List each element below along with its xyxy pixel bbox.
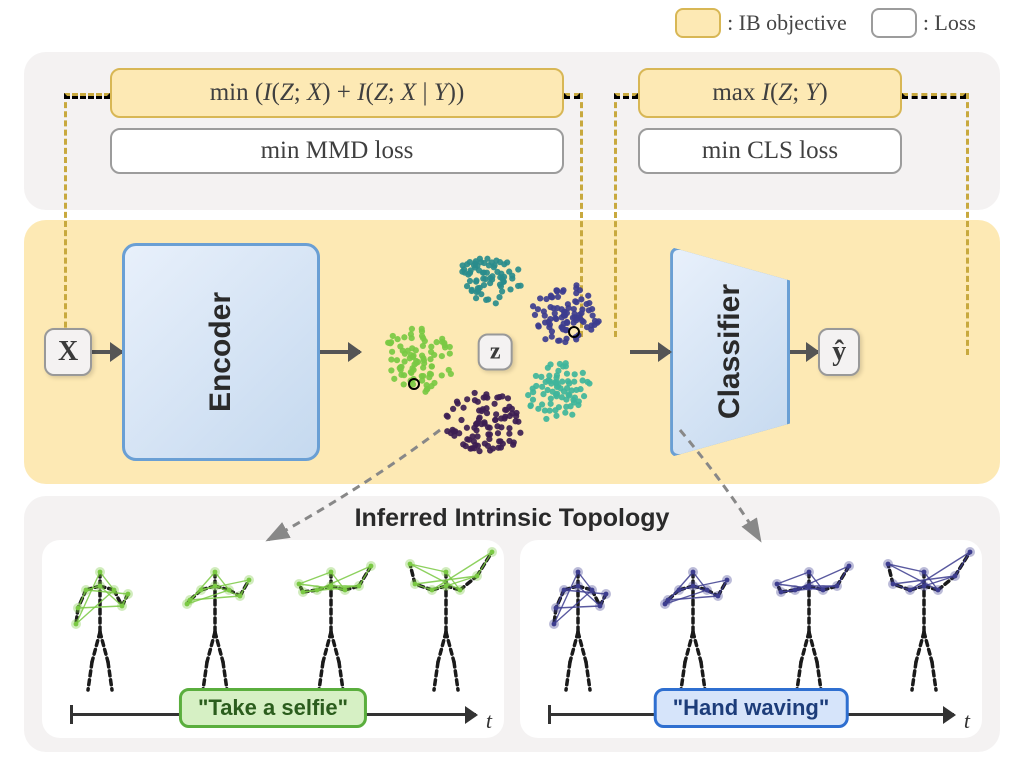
- input-var: X: [44, 328, 92, 376]
- dash-z-right-h: [614, 93, 638, 99]
- dash-x: [64, 93, 67, 355]
- skeletons-left: [42, 546, 504, 706]
- arrow1: [92, 350, 122, 354]
- t-left: t: [486, 708, 492, 734]
- topology-title: Inferred Intrinsic Topology: [24, 504, 1000, 533]
- objectives-panel: min (I(Z; X) + I(Z; X | Y)) min MMD loss…: [24, 52, 1000, 210]
- dash-x-h: [64, 93, 110, 99]
- classifier-label: Classifier: [713, 284, 747, 419]
- skeletons-right: [520, 546, 982, 706]
- panel-left: t "Take a selfie": [42, 540, 504, 738]
- latent-scatter: z: [360, 232, 630, 472]
- legend-ib-label: : IB objective: [727, 10, 847, 36]
- panel-right: t "Hand waving": [520, 540, 982, 738]
- latent-var: z: [478, 334, 513, 371]
- dash-y-h: [902, 93, 966, 99]
- output-var: ŷ: [818, 328, 860, 376]
- classifier-wrap: Classifier: [670, 247, 790, 457]
- ib-objective-right: max I(Z; Y): [638, 68, 902, 118]
- arrow3: [630, 350, 670, 354]
- ib-right-text: max I(Z; Y): [712, 79, 827, 107]
- pipeline: X Encoder z Classifier ŷ: [24, 220, 1000, 484]
- dash-z-left-h: [564, 93, 580, 99]
- arrow4: [790, 350, 818, 354]
- legend-ib-swatch: [675, 8, 721, 38]
- encoder-label: Encoder: [204, 292, 238, 412]
- ib-objective-left: min (I(Z; X) + I(Z; X | Y)): [110, 68, 564, 118]
- legend-ib: : IB objective: [675, 8, 847, 38]
- encoder-block: Encoder: [122, 243, 320, 461]
- legend: : IB objective : Loss: [675, 8, 976, 38]
- t-right: t: [964, 708, 970, 734]
- action-label-left: "Take a selfie": [179, 688, 367, 728]
- ib-left-text: min (I(Z; X) + I(Z; X | Y)): [210, 79, 465, 107]
- arrow2: [320, 350, 360, 354]
- loss-left: min MMD loss: [110, 128, 564, 174]
- dash-y: [966, 93, 969, 355]
- legend-loss-swatch: [871, 8, 917, 38]
- classifier-block: Classifier: [670, 247, 790, 457]
- action-label-right: "Hand waving": [654, 688, 849, 728]
- loss-right: min CLS loss: [638, 128, 902, 174]
- legend-loss-label: : Loss: [923, 10, 976, 36]
- legend-loss: : Loss: [871, 8, 976, 38]
- topology-area: Inferred Intrinsic Topology t "Take a se…: [24, 496, 1000, 752]
